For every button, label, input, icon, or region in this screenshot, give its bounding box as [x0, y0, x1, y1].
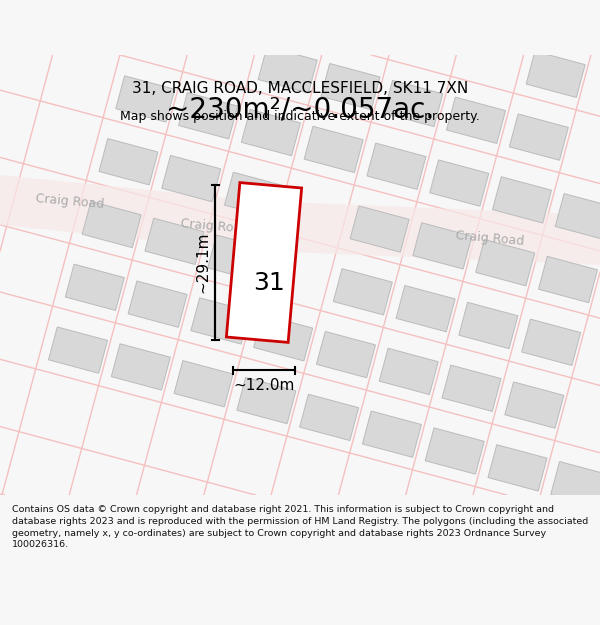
- Text: Contains OS data © Crown copyright and database right 2021. This information is : Contains OS data © Crown copyright and d…: [12, 505, 588, 549]
- Polygon shape: [299, 394, 359, 441]
- Polygon shape: [521, 319, 581, 366]
- Polygon shape: [254, 314, 313, 361]
- Polygon shape: [362, 411, 421, 458]
- Polygon shape: [128, 281, 187, 328]
- Polygon shape: [384, 81, 443, 127]
- Polygon shape: [179, 92, 238, 139]
- Polygon shape: [145, 218, 204, 264]
- Polygon shape: [82, 201, 141, 248]
- Polygon shape: [538, 256, 598, 302]
- Polygon shape: [49, 327, 107, 373]
- Polygon shape: [237, 378, 296, 424]
- Text: 31, CRAIG ROAD, MACCLESFIELD, SK11 7XN: 31, CRAIG ROAD, MACCLESFIELD, SK11 7XN: [132, 81, 468, 96]
- Polygon shape: [367, 143, 426, 189]
- Polygon shape: [321, 64, 380, 110]
- Polygon shape: [493, 177, 551, 223]
- Text: Craig Road: Craig Road: [180, 217, 250, 236]
- Polygon shape: [333, 269, 392, 315]
- Polygon shape: [430, 160, 489, 206]
- Polygon shape: [425, 428, 484, 474]
- Polygon shape: [505, 382, 564, 428]
- Polygon shape: [526, 51, 585, 98]
- Polygon shape: [0, 175, 250, 250]
- Polygon shape: [379, 348, 438, 394]
- Text: ~230m²/~0.057ac.: ~230m²/~0.057ac.: [166, 95, 434, 123]
- Polygon shape: [459, 302, 518, 349]
- Polygon shape: [241, 109, 301, 156]
- Polygon shape: [509, 114, 568, 160]
- Polygon shape: [476, 239, 535, 286]
- Text: ~12.0m: ~12.0m: [233, 378, 295, 392]
- Polygon shape: [316, 331, 376, 378]
- Polygon shape: [174, 361, 233, 407]
- Polygon shape: [162, 156, 221, 202]
- Polygon shape: [396, 286, 455, 332]
- Polygon shape: [442, 365, 501, 411]
- Polygon shape: [111, 344, 170, 390]
- Polygon shape: [116, 76, 175, 122]
- Polygon shape: [413, 222, 472, 269]
- Text: Craig Road: Craig Road: [35, 192, 105, 211]
- Polygon shape: [551, 461, 600, 508]
- Polygon shape: [65, 264, 124, 311]
- Polygon shape: [226, 182, 302, 342]
- Polygon shape: [226, 182, 302, 342]
- Polygon shape: [99, 139, 158, 185]
- Text: Craig Road: Craig Road: [455, 229, 525, 249]
- Text: ~29.1m: ~29.1m: [196, 232, 211, 293]
- Polygon shape: [304, 126, 363, 173]
- Polygon shape: [258, 47, 317, 93]
- Text: 31: 31: [253, 271, 285, 294]
- Polygon shape: [224, 173, 284, 219]
- Polygon shape: [555, 194, 600, 240]
- Text: Map shows position and indicative extent of the property.: Map shows position and indicative extent…: [120, 110, 480, 123]
- Polygon shape: [488, 445, 547, 491]
- Polygon shape: [350, 206, 409, 252]
- Polygon shape: [191, 298, 250, 344]
- Polygon shape: [446, 97, 506, 144]
- Polygon shape: [208, 235, 267, 281]
- Polygon shape: [240, 200, 600, 265]
